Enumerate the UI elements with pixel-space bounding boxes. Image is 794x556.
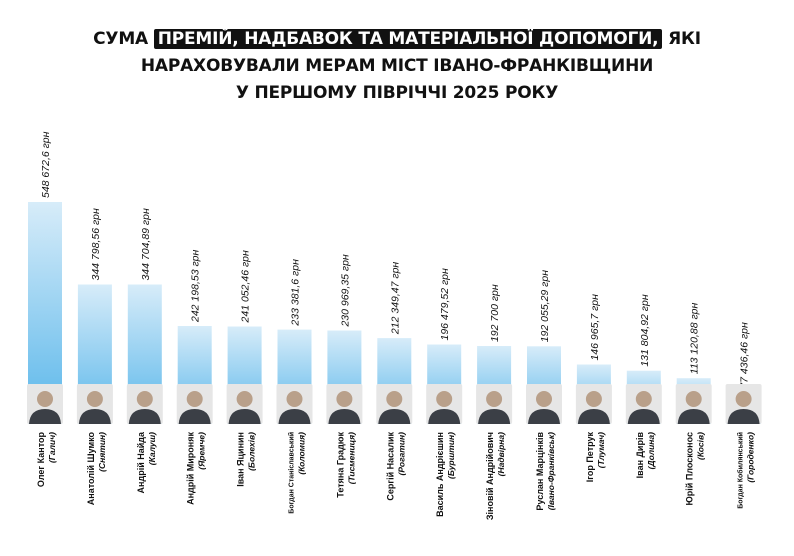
category-name: Іван Дирів (635, 432, 645, 479)
avatar-body (727, 409, 760, 424)
category-city: (Яремче) (197, 432, 207, 470)
avatar-body (328, 409, 361, 424)
avatar-body (278, 409, 311, 424)
bar-group: 146 965,7 грн Ігор Петрук (Тлумач) (575, 294, 612, 483)
category-name: Тетяна Градюк (335, 432, 345, 498)
data-label: 192 055,29 грн (539, 270, 551, 342)
avatar-head (386, 391, 403, 407)
category-name: Іван Яцинин (236, 432, 246, 487)
bar-group: 196 479,52 грн Василь Андрієшин (Бурштин) (426, 268, 463, 517)
category-city: (Калуш) (147, 432, 157, 465)
category-city: (Косів) (696, 432, 706, 460)
avatar-head (236, 391, 253, 407)
category-city: (Івано-Франківськ) (546, 432, 556, 510)
bar-group: 233 381,6 грн Богдан Станіславський (Колом… (276, 259, 313, 514)
avatar-body (677, 409, 710, 424)
category-city: (Галич) (47, 432, 57, 463)
avatar-head (436, 391, 453, 407)
avatar-body (29, 409, 61, 424)
category-city: (Тлумач) (596, 432, 606, 468)
avatar-head (186, 391, 203, 407)
category-name: Зіновій Андрійович (485, 432, 495, 520)
category-city: (Бурштин) (446, 432, 456, 479)
data-label: 131 804,92 грн (639, 294, 651, 366)
title-highlight: ПРЕМІЙ, НАДБАВОК ТА МАТЕРІАЛЬНОЇ ДОПОМОГ… (153, 29, 663, 49)
data-label: 146 965,7 грн (589, 294, 601, 361)
data-label: 113 120,88 грн (689, 303, 701, 375)
avatar-head (37, 391, 53, 407)
data-label: 344 798,56 грн (90, 208, 102, 280)
category-name: Руслан Марцінків (535, 432, 545, 511)
category-name: Богдан Кобилянський (737, 432, 745, 509)
category-name: Андрій Найда (136, 431, 146, 493)
bar-group: 77 436,46 грн Богдан Кобилянський (Городен… (725, 322, 762, 509)
bar-group: 344 704,89 грн Андрій Найда (Калуш) (126, 208, 163, 493)
bar-group: 230 969,35 грн Тетяна Градюк (Тисмениця) (326, 254, 363, 498)
category-name: Богдан Станіславський (288, 432, 296, 514)
title-line-3: У ПЕРШОМУ ПІВРІЧЧІ 2025 РОКУ (235, 83, 559, 103)
avatar-body (627, 409, 660, 424)
bar-group: 548 672,6 грн Олег Кантор (Галич) (27, 131, 63, 487)
avatar-head (336, 391, 353, 407)
avatar-head (286, 391, 303, 407)
data-label: 548 672,6 грн (40, 131, 52, 198)
category-city: (Долина) (646, 432, 656, 470)
data-label: 344 704,89 грн (140, 208, 152, 280)
category-city: (Надвірна) (496, 432, 506, 476)
category-city: (Городенко) (746, 432, 756, 483)
category-name: Андрій Мироняк (186, 432, 196, 505)
bar-group: 113 120,88 грн Юрій Плосконос (Косів) (675, 303, 712, 505)
avatar-head (735, 391, 752, 407)
title-line-1-post: ЯКІ (662, 29, 701, 49)
category-name: Ігор Петрук (585, 432, 595, 483)
avatar-body (78, 409, 111, 424)
chart-title: СУМА ПРЕМІЙ, НАДБАВОК ТА МАТЕРІАЛЬНОЇ ДО… (0, 26, 794, 107)
bar-group: 212 349,47 грн Сергій Насалик (Рогатин) (376, 262, 413, 501)
data-label: 192 700 грн (489, 284, 501, 342)
category-city: (Болехів) (247, 432, 257, 471)
avatar-body (577, 409, 610, 424)
title-line-1: СУМА ПРЕМІЙ, НАДБАВОК ТА МАТЕРІАЛЬНОЇ ДО… (0, 26, 794, 53)
category-name: Юрій Плосконос (685, 432, 695, 505)
avatar-head (585, 391, 602, 407)
avatar-head (136, 391, 153, 407)
title-line-2: НАРАХОВУВАЛИ МЕРАМ МІСТ ІВАНО-ФРАНКІВЩИН… (140, 56, 654, 76)
avatar-head (486, 391, 503, 407)
bar-group: 131 804,92 грн Іван Дирів (Долина) (625, 294, 662, 479)
category-city: (Снятин) (97, 432, 107, 472)
avatar-body (128, 409, 161, 424)
category-name: Олег Кантор (36, 432, 46, 488)
category-name: Анатолій Шумко (86, 432, 96, 506)
avatar-body (478, 409, 511, 424)
avatar-body (228, 409, 261, 424)
data-label: 242 198,53 грн (190, 250, 202, 323)
category-city: (Коломия) (297, 432, 307, 475)
data-label: 241 052,46 грн (240, 250, 252, 323)
data-label: 212 349,47 грн (389, 262, 401, 335)
category-name: Сергій Насалик (385, 432, 395, 501)
avatar-body (378, 409, 411, 424)
avatar-body (428, 409, 461, 424)
data-label: 196 479,52 грн (439, 268, 451, 340)
bar-group: 242 198,53 грн Андрій Мироняк (Яремче) (176, 250, 213, 505)
avatar-head (685, 391, 702, 407)
bar-group: 192 055,29 грн Руслан Марцінків (Івано-Фра… (526, 270, 562, 511)
bar-group: 344 798,56 грн Анатолій Шумко (Снятин) (76, 208, 113, 506)
category-city: (Тисмениця) (346, 432, 356, 484)
category-city: (Рогатин) (396, 432, 406, 476)
data-label: 230 969,35 грн (339, 254, 351, 327)
bar-group: 192 700 грн Зіновій Андрійович (Надвірна) (476, 284, 513, 520)
data-label: 77 436,46 грн (739, 322, 751, 389)
category-name: Василь Андрієшин (435, 432, 445, 517)
title-line-1-pre: СУМА (93, 29, 154, 49)
bar-group: 241 052,46 грн Іван Яцинин (Болехів) (226, 250, 263, 487)
avatar-head (536, 391, 552, 407)
data-label: 233 381,6 грн (290, 259, 302, 327)
avatar-body (178, 409, 211, 424)
avatar-head (86, 391, 103, 407)
avatar-head (635, 391, 652, 407)
avatar-body (528, 409, 560, 424)
